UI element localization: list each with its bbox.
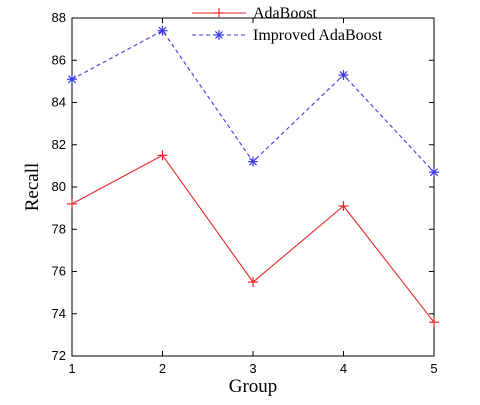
y-tick-label: 78: [52, 221, 66, 236]
legend-marker-improved-adaboost: [214, 30, 224, 40]
data-point-adaboost: [67, 198, 77, 209]
y-tick-label: 86: [52, 52, 66, 67]
data-point-improved-adaboost: [338, 70, 349, 81]
x-tick-label: 4: [340, 361, 347, 376]
legend-label-improved-adaboost: Improved AdaBoost: [253, 27, 383, 44]
y-tick-label: 76: [52, 264, 66, 279]
y-axis-ticks: 72 74 76 78 80 82 84 86 88: [52, 10, 434, 363]
data-point-improved-adaboost: [248, 156, 258, 167]
data-point-improved-adaboost: [429, 167, 439, 178]
series-line-improved-adaboost: [71, 29, 435, 173]
y-tick-label: 74: [52, 306, 66, 321]
x-axis-title: Group: [229, 376, 278, 397]
x-tick-label: 3: [249, 361, 256, 376]
legend-label-adaboost: AdaBoost: [253, 5, 318, 22]
legend-marker-adaboost: [214, 8, 224, 18]
data-point-adaboost: [248, 277, 258, 288]
x-tick-label: 2: [159, 361, 166, 376]
x-tick-label: 5: [430, 361, 437, 376]
y-tick-label: 80: [52, 179, 66, 194]
data-point-adaboost: [429, 317, 439, 328]
data-point-improved-adaboost: [157, 25, 168, 36]
data-point-adaboost: [157, 150, 168, 161]
y-tick-label: 88: [52, 10, 66, 25]
legend: AdaBoost Improved AdaBoost: [192, 5, 383, 44]
y-tick-label: 72: [52, 348, 66, 363]
series-line-adaboost: [71, 154, 435, 323]
x-tick-label: 1: [68, 361, 75, 376]
y-tick-label: 82: [52, 137, 66, 152]
x-axis-ticks: 1 2 3 4 5: [68, 18, 438, 376]
plot-frame: [71, 17, 435, 357]
data-point-improved-adaboost: [67, 74, 77, 85]
y-tick-label: 84: [52, 95, 66, 110]
series-layer: [67, 25, 439, 328]
y-axis-title: Recall: [22, 163, 43, 212]
data-point-adaboost: [338, 201, 349, 212]
